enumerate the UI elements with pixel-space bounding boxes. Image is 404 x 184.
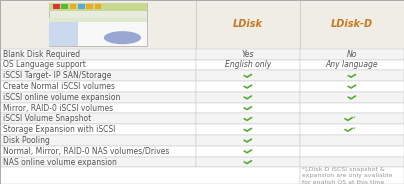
Bar	[0, 167, 300, 184]
Text: LDisk: LDisk	[233, 19, 263, 29]
Text: Normal, Mirror, RAID-0 NAS volumes/Drives: Normal, Mirror, RAID-0 NAS volumes/Drive…	[3, 147, 170, 156]
Bar	[300, 49, 404, 60]
Text: iSCSI Volume Snapshot: iSCSI Volume Snapshot	[3, 114, 91, 123]
Bar	[95, 4, 101, 9]
Text: No: No	[347, 50, 357, 59]
Bar	[196, 70, 300, 81]
Bar	[196, 124, 300, 135]
Text: Disk Pooling: Disk Pooling	[3, 136, 50, 145]
Bar	[196, 49, 300, 60]
Bar	[0, 103, 196, 114]
Text: iSCSI Target- IP SAN/Storage: iSCSI Target- IP SAN/Storage	[3, 71, 112, 80]
Bar	[86, 4, 93, 9]
Text: NAS online volume expansion: NAS online volume expansion	[3, 158, 117, 167]
Bar	[49, 3, 147, 46]
Bar	[61, 4, 68, 9]
Text: English only: English only	[225, 60, 271, 69]
Text: *: *	[353, 116, 356, 121]
Bar	[300, 60, 404, 70]
Bar	[0, 49, 196, 60]
Bar	[0, 60, 196, 70]
Bar	[300, 157, 404, 167]
Bar	[196, 103, 300, 114]
Bar	[0, 157, 196, 167]
Bar	[0, 0, 196, 49]
Bar	[300, 92, 404, 103]
Bar	[0, 146, 196, 157]
Bar	[0, 81, 196, 92]
Bar	[300, 135, 404, 146]
Bar	[49, 18, 147, 22]
Bar	[0, 92, 196, 103]
Bar	[53, 4, 60, 9]
Bar	[0, 124, 196, 135]
Text: Create Normal iSCSI volumes: Create Normal iSCSI volumes	[3, 82, 115, 91]
Text: Mirror, RAID-0 iSCSI volumes: Mirror, RAID-0 iSCSI volumes	[3, 104, 114, 113]
Bar	[0, 114, 196, 124]
Bar	[49, 3, 147, 10]
Bar	[300, 81, 404, 92]
Bar	[196, 92, 300, 103]
Bar	[300, 146, 404, 157]
Text: Blank Disk Required: Blank Disk Required	[3, 50, 80, 59]
Text: *: *	[353, 126, 356, 131]
Bar	[300, 167, 404, 184]
Bar	[196, 81, 300, 92]
Bar	[300, 103, 404, 114]
Bar	[196, 60, 300, 70]
Bar	[196, 157, 300, 167]
Ellipse shape	[104, 31, 141, 44]
Bar	[196, 135, 300, 146]
Bar	[78, 4, 85, 9]
Text: Yes: Yes	[242, 50, 254, 59]
Bar	[69, 4, 76, 9]
Bar	[196, 0, 300, 49]
Bar	[300, 114, 404, 124]
Bar	[0, 70, 196, 81]
Text: Any language: Any language	[326, 60, 378, 69]
Bar	[300, 124, 404, 135]
Bar	[196, 146, 300, 157]
Text: iSCSI online volume expansion: iSCSI online volume expansion	[3, 93, 121, 102]
Bar	[49, 22, 78, 46]
Bar	[49, 22, 147, 46]
Text: *LDisk-D iSCSI snapshot &
expansion are only available
for english OS at this ti: *LDisk-D iSCSI snapshot & expansion are …	[302, 167, 392, 184]
Bar	[0, 135, 196, 146]
Bar	[196, 114, 300, 124]
Text: Storage Expansion with iSCSI: Storage Expansion with iSCSI	[3, 125, 116, 134]
Bar	[300, 0, 404, 49]
Bar	[300, 70, 404, 81]
Text: OS Language support: OS Language support	[3, 60, 86, 69]
Text: LDisk-D: LDisk-D	[331, 19, 373, 29]
